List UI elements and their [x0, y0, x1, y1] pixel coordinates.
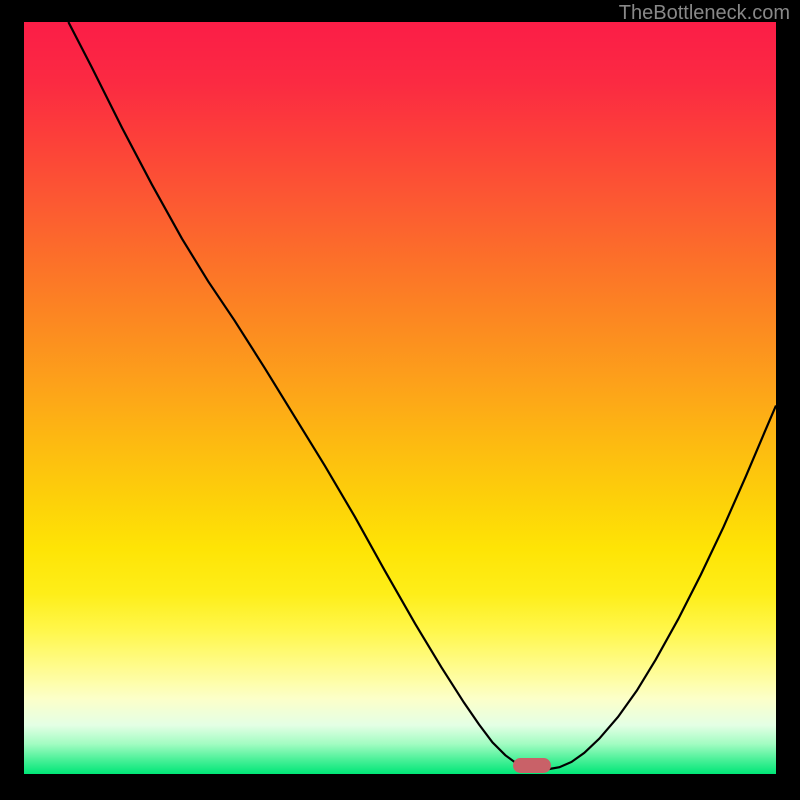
chart-curve [24, 22, 776, 774]
chart-marker [513, 758, 551, 773]
chart-plot-area [24, 22, 776, 774]
watermark-text: TheBottleneck.com [619, 2, 790, 25]
